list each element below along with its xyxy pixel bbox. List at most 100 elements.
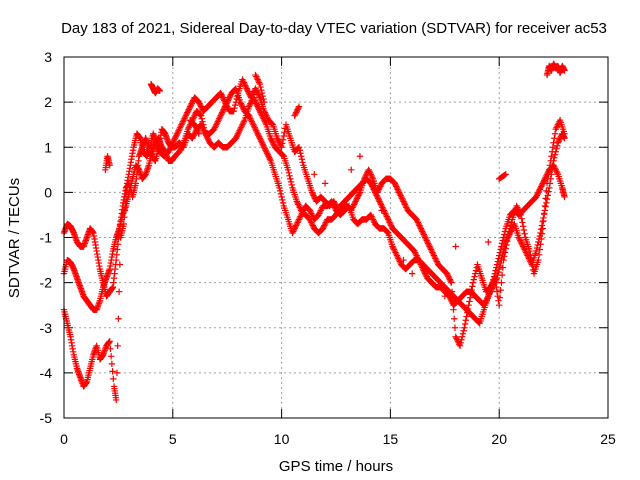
data-point	[306, 207, 314, 214]
data-point	[495, 297, 502, 304]
data-point	[356, 153, 364, 160]
data-point	[179, 142, 186, 149]
data-point	[424, 238, 431, 246]
data-point	[120, 220, 128, 228]
data-point	[255, 91, 262, 98]
data-point	[500, 256, 507, 264]
data-point	[507, 222, 515, 229]
data-point	[368, 213, 375, 220]
data-point	[533, 192, 541, 199]
data-point	[468, 286, 475, 294]
plot-frame	[63, 56, 609, 419]
data-point	[551, 135, 558, 142]
y-axis-label: SDTVAR / TECUs	[6, 178, 23, 298]
data-point	[348, 207, 355, 214]
data-point	[251, 97, 258, 104]
data-point	[176, 147, 184, 154]
data-point	[299, 159, 306, 166]
data-point	[253, 74, 261, 82]
data-point	[243, 85, 250, 92]
data-point	[515, 207, 522, 214]
data-point	[508, 219, 515, 226]
data-point	[255, 133, 263, 140]
data-point	[427, 246, 435, 253]
data-point	[399, 196, 406, 204]
data-point	[116, 261, 124, 268]
data-point	[385, 217, 393, 225]
y-tick-label: 1	[44, 139, 52, 155]
data-point	[461, 320, 469, 328]
data-point	[538, 235, 545, 243]
data-point	[482, 298, 489, 306]
data-point	[176, 148, 183, 155]
data-point	[471, 273, 478, 280]
data-point	[297, 213, 304, 220]
data-point	[458, 336, 465, 343]
data-point	[382, 210, 389, 217]
data-point	[286, 172, 293, 180]
data-point	[219, 94, 227, 101]
data-point	[258, 139, 266, 146]
data-point	[263, 150, 271, 157]
data-point	[113, 369, 121, 377]
data-point	[398, 193, 405, 201]
data-point	[265, 153, 272, 160]
data-point	[308, 219, 315, 226]
data-point	[518, 215, 525, 222]
data-point	[191, 112, 198, 119]
data-point	[413, 252, 420, 259]
data-point	[293, 198, 301, 205]
data-point	[368, 172, 375, 180]
data-point	[537, 241, 544, 248]
data-point	[239, 121, 246, 128]
data-point	[547, 157, 554, 164]
data-point	[551, 130, 559, 137]
data-point	[178, 121, 185, 128]
data-point	[545, 171, 552, 178]
data-point	[254, 76, 261, 83]
data-point	[185, 124, 192, 131]
data-point	[176, 126, 183, 133]
data-point	[297, 150, 304, 157]
data-point	[292, 223, 299, 231]
data-point	[504, 234, 512, 241]
data-point	[534, 241, 541, 249]
data-point	[379, 205, 387, 213]
data-point	[237, 126, 244, 133]
data-point	[260, 144, 268, 151]
data-point	[242, 83, 250, 91]
data-point	[462, 317, 470, 324]
data-point	[408, 270, 416, 277]
data-point	[496, 301, 503, 309]
data-point	[170, 138, 177, 145]
data-point	[415, 256, 422, 264]
data-point	[187, 103, 194, 110]
data-point	[535, 187, 543, 195]
data-point	[277, 190, 285, 198]
data-point	[181, 115, 188, 122]
data-point	[392, 249, 399, 256]
data-point	[239, 76, 246, 83]
data-point	[309, 222, 316, 229]
data-point	[174, 129, 182, 136]
data-point	[393, 250, 400, 258]
data-point	[321, 222, 328, 229]
data-point	[332, 201, 339, 208]
data-point	[419, 265, 427, 273]
data-point	[197, 111, 204, 119]
data-point	[245, 103, 253, 110]
data-point	[107, 345, 114, 353]
data-point	[441, 292, 448, 300]
data-point	[543, 195, 551, 203]
data-point	[488, 282, 495, 289]
data-point	[423, 237, 430, 244]
data-point	[247, 116, 255, 124]
data-point	[546, 184, 553, 192]
data-point	[550, 139, 557, 146]
data-point	[234, 132, 241, 139]
data-point	[181, 113, 189, 121]
data-point	[169, 139, 176, 146]
x-tick-label: 20	[491, 431, 507, 447]
data-point	[226, 94, 233, 101]
